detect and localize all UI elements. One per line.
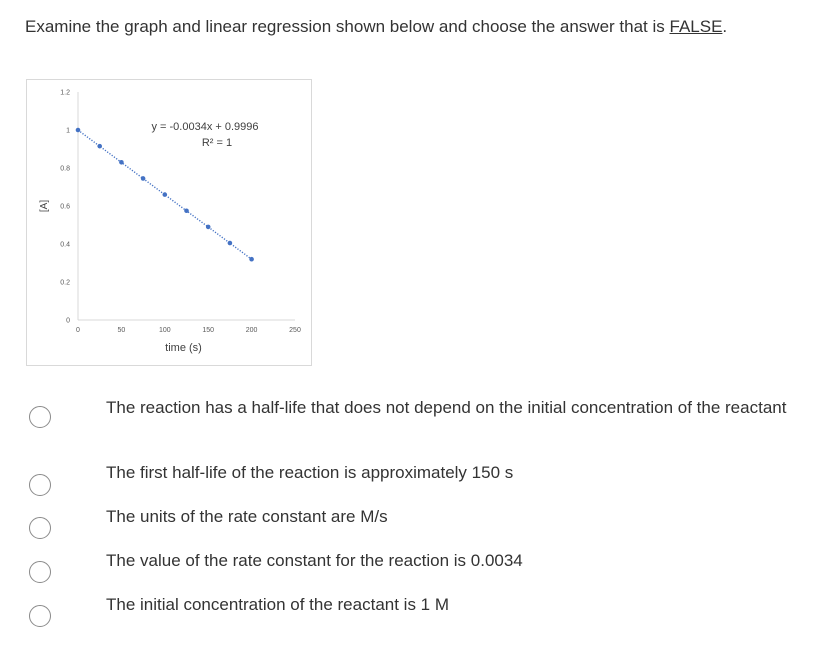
data-point xyxy=(205,224,211,230)
y-tick-label: 0 xyxy=(66,318,70,325)
data-point xyxy=(184,208,189,214)
option-label-2[interactable]: The first half-life of the reaction is a… xyxy=(106,463,514,482)
y-tick-label: 0.6 xyxy=(60,204,70,211)
question-period: . xyxy=(722,17,728,36)
option-radio-1[interactable] xyxy=(29,406,51,428)
question-emphasis: FALSE xyxy=(669,17,723,36)
x-tick-label: 50 xyxy=(118,327,126,334)
option-label-1[interactable]: The reaction has a half-life that does n… xyxy=(106,398,787,417)
option-radio-3[interactable] xyxy=(29,517,51,539)
option-label-3[interactable]: The units of the rate constant are M/s xyxy=(106,507,388,526)
chart-frame: 0 0.2 0.4 0.6 0.8 1 1.2 0 50 100 150 200 250 time (s)… xyxy=(26,79,312,366)
x-tick-label: 200 xyxy=(246,327,258,334)
y-tick-label: 1 xyxy=(66,128,70,135)
scatter-chart: 0 0.2 0.4 0.6 0.8 1 1.2 0 50 100 150 200 250 time (s)… xyxy=(39,90,301,355)
option-label-5[interactable]: The initial concentration of the reactan… xyxy=(106,595,450,614)
x-tick-label: 100 xyxy=(159,327,171,334)
r-squared-label: R² = 1 xyxy=(202,137,232,149)
option-radio-5[interactable] xyxy=(29,605,51,627)
data-point xyxy=(119,160,124,165)
data-point xyxy=(97,143,102,149)
question-text: Examine the graph and linear regression … xyxy=(25,17,670,36)
data-point xyxy=(140,176,146,181)
x-tick-label: 150 xyxy=(202,327,214,334)
trendline xyxy=(77,129,253,260)
y-axis-title: [A] xyxy=(39,200,50,212)
y-tick-label: 0.8 xyxy=(60,166,70,173)
x-tick-label: 250 xyxy=(289,327,301,334)
option-radio-2[interactable] xyxy=(29,474,51,496)
data-point xyxy=(227,240,233,246)
y-tick-label: 0.2 xyxy=(60,280,70,287)
y-tick-label: 1.2 xyxy=(60,90,70,97)
data-point xyxy=(249,256,254,262)
y-tick-label: 0.4 xyxy=(60,242,70,249)
data-point xyxy=(75,127,81,133)
x-tick-label: 0 xyxy=(76,327,80,334)
regression-equation: y = -0.0034x + 0.9996 xyxy=(151,121,258,133)
option-label-4[interactable]: The value of the rate constant for the r… xyxy=(106,551,523,570)
data-point xyxy=(162,192,168,197)
question-prompt: Examine the graph and linear regression … xyxy=(25,15,765,38)
option-radio-4[interactable] xyxy=(29,561,51,583)
x-axis-title: time (s) xyxy=(165,342,202,354)
